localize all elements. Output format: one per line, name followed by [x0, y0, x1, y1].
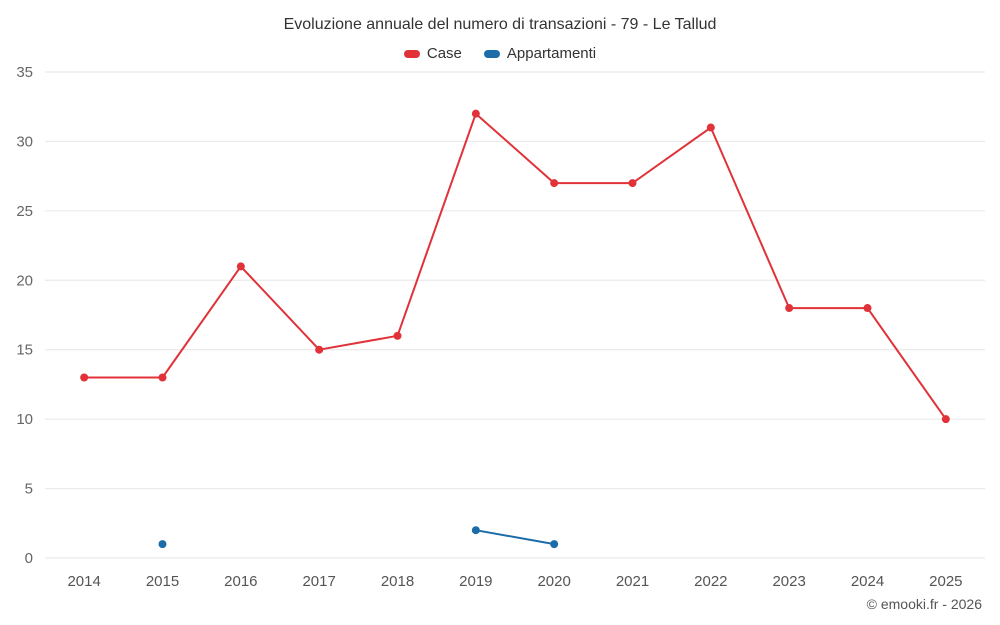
legend-swatch-icon — [403, 49, 420, 58]
x-tick-label: 2025 — [929, 573, 962, 590]
x-tick-label: 2021 — [616, 573, 649, 590]
y-tick-label: 10 — [16, 411, 33, 428]
x-tick-label: 2019 — [459, 573, 492, 590]
x-tick-label: 2014 — [67, 573, 100, 590]
case-point[interactable] — [158, 373, 167, 382]
copyright-text: © emooki.fr - 2026 — [866, 596, 982, 612]
case-point[interactable] — [863, 304, 872, 313]
legend-item-case[interactable]: Case — [403, 45, 462, 62]
x-tick-label: 2016 — [224, 573, 257, 590]
case-point[interactable] — [315, 345, 324, 354]
x-tick-label: 2017 — [302, 573, 335, 590]
case-point[interactable] — [80, 373, 89, 382]
x-tick-label: 2020 — [537, 573, 570, 590]
chart-legend: Case Appartamenti — [0, 45, 1000, 62]
case-point[interactable] — [550, 179, 559, 188]
x-tick-label: 2022 — [694, 573, 727, 590]
legend-label: Case — [426, 45, 462, 62]
legend-label: Appartamenti — [506, 45, 597, 62]
y-tick-label: 15 — [16, 342, 33, 359]
x-tick-label: 2018 — [381, 573, 414, 590]
y-tick-label: 35 — [16, 64, 33, 81]
case-point[interactable] — [706, 123, 715, 132]
case-point[interactable] — [785, 304, 794, 313]
x-tick-label: 2024 — [851, 573, 884, 590]
case-point[interactable] — [941, 415, 950, 424]
y-tick-label: 5 — [25, 481, 33, 498]
case-line — [84, 112, 947, 420]
legend-swatch-icon — [483, 49, 500, 58]
case-point[interactable] — [628, 179, 637, 188]
y-tick-label: 20 — [16, 272, 33, 289]
case-point[interactable] — [393, 331, 402, 340]
appartamenti-point[interactable] — [471, 526, 480, 535]
appartamenti-point[interactable] — [158, 540, 167, 549]
case-point[interactable] — [236, 262, 245, 271]
y-tick-label: 0 — [25, 550, 33, 567]
appartamenti-point[interactable] — [550, 540, 559, 549]
appartamenti-line — [475, 529, 555, 546]
chart-title: Evoluzione annuale del numero di transaz… — [283, 16, 717, 33]
y-tick-label: 30 — [16, 133, 33, 150]
y-tick-label: 25 — [16, 203, 33, 220]
case-point[interactable] — [471, 109, 480, 118]
legend-item-appartamenti[interactable]: Appartamenti — [483, 45, 597, 62]
x-tick-label: 2023 — [772, 573, 805, 590]
x-tick-label: 2015 — [146, 573, 179, 590]
